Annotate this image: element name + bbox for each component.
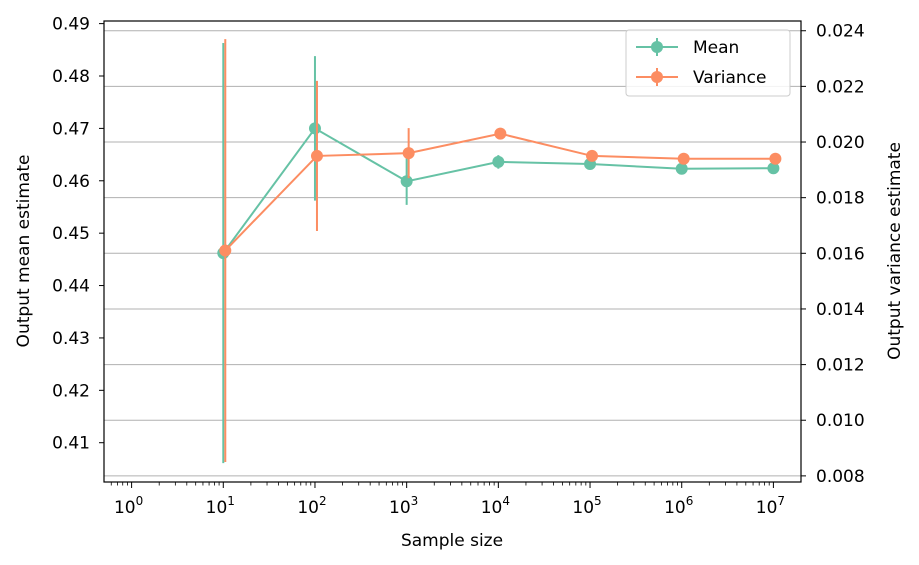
- data-point: [769, 152, 782, 165]
- right-axis-tick-label: 0.024: [816, 22, 865, 42]
- legend-mean-label: Mean: [693, 38, 739, 58]
- series-line: [222, 127, 774, 254]
- x-axis-title: Sample size: [401, 531, 503, 551]
- data-point: [492, 155, 505, 168]
- x-axis-tick-label: 104: [481, 494, 510, 518]
- right-axis-tick-label: 0.008: [816, 467, 865, 487]
- right-axis-tick-label: 0.020: [816, 133, 865, 153]
- data-point: [400, 175, 413, 188]
- left-axis-tick-label: 0.44: [52, 277, 90, 297]
- data-point: [586, 149, 599, 162]
- series-line: [224, 132, 776, 252]
- left-axis-tick-label: 0.41: [52, 434, 90, 454]
- right-axis-tick-label: 0.016: [816, 244, 865, 264]
- right-axis-tick-label: 0.010: [816, 411, 865, 431]
- left-axis-tick-label: 0.46: [52, 172, 90, 192]
- data-point: [402, 147, 415, 160]
- plot-frame: [103, 20, 802, 483]
- left-axis-tick-label: 0.45: [52, 224, 90, 244]
- x-axis-tick-label: 103: [389, 494, 418, 518]
- series-variance: [219, 39, 782, 462]
- series-layer: [217, 39, 782, 464]
- left-axis-tick-label: 0.42: [52, 381, 90, 401]
- legend-variance-marker: [651, 71, 663, 83]
- right-axis-tick-label: 0.014: [816, 300, 865, 320]
- right-axis-tick-label: 0.012: [816, 356, 865, 376]
- left-axis-title: Output mean estimate: [14, 155, 34, 348]
- x-axis-tick-label: 101: [206, 494, 235, 518]
- data-point: [675, 162, 688, 175]
- right-axis-tick-label: 0.022: [816, 77, 865, 97]
- left-axis-tick-label: 0.43: [52, 329, 90, 349]
- data-point: [219, 244, 232, 257]
- legend-variance-label: Variance: [693, 68, 766, 88]
- legend: Mean Variance: [625, 29, 791, 97]
- right-axis-title: Output variance estimate: [885, 142, 905, 360]
- x-axis-tick-label: 107: [756, 494, 785, 518]
- right-axis-tick-label: 0.018: [816, 189, 865, 209]
- legend-mean-marker: [651, 41, 663, 53]
- grid-lines: [104, 30, 801, 477]
- data-point: [310, 149, 323, 162]
- data-point: [494, 127, 507, 140]
- axes-layer: 0.008 0.010 0.012 0.014 0.016 0.018 0.020 0.022…: [52, 15, 865, 518]
- left-axis-tick-label: 0.49: [52, 15, 90, 35]
- left-axis-tick-label: 0.48: [52, 67, 90, 87]
- x-axis-tick-label: 102: [297, 494, 326, 518]
- left-axis-tick-label: 0.47: [52, 119, 90, 139]
- data-point: [308, 122, 321, 135]
- x-axis-tick-label: 105: [572, 494, 601, 518]
- x-axis-tick-label: 106: [664, 494, 693, 518]
- data-point: [677, 152, 690, 165]
- x-axis-tick-label: 100: [114, 494, 143, 518]
- data-point: [767, 162, 780, 175]
